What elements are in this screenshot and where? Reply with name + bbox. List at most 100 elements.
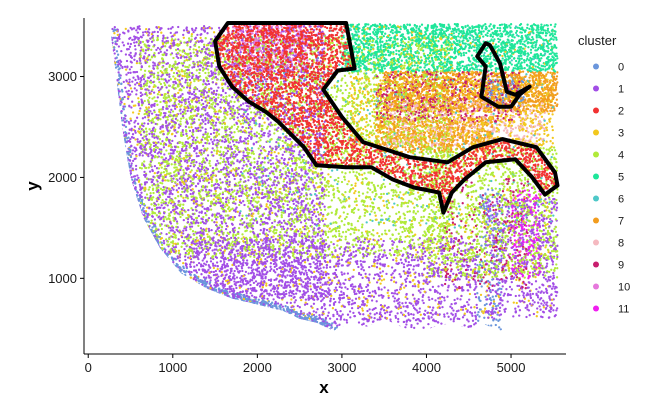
point-cluster-1	[132, 76, 135, 79]
point-cluster-1	[393, 253, 396, 257]
point-cluster-3	[361, 77, 364, 80]
point-cluster-1	[154, 64, 157, 67]
point-cluster-3	[136, 286, 139, 290]
point-cluster-1	[204, 310, 207, 313]
point-cluster-1	[190, 270, 193, 274]
point-cluster-4	[221, 60, 225, 64]
point-cluster-3	[230, 169, 233, 172]
point-cluster-1	[270, 96, 273, 99]
point-cluster-1	[183, 289, 186, 293]
point-cluster-3	[365, 120, 368, 124]
point-cluster-6	[357, 112, 361, 116]
point-cluster-1	[381, 270, 385, 273]
point-cluster-1	[296, 304, 299, 308]
point-cluster-3	[490, 135, 493, 138]
point-cluster-3	[135, 257, 139, 260]
point-cluster-1	[307, 324, 310, 327]
point-cluster-4	[222, 158, 225, 161]
point-cluster-4	[418, 221, 421, 225]
point-cluster-5	[420, 23, 424, 26]
point-cluster-0	[496, 313, 499, 316]
point-cluster-3	[536, 311, 539, 314]
point-cluster-1	[513, 248, 516, 252]
point-cluster-3	[368, 281, 371, 284]
point-cluster-4	[522, 152, 525, 155]
point-cluster-1	[302, 116, 306, 120]
point-cluster-4	[516, 185, 519, 188]
point-cluster-1	[149, 256, 153, 260]
point-cluster-3	[355, 228, 358, 231]
point-cluster-4	[483, 183, 486, 187]
point-cluster-6	[453, 226, 456, 229]
point-cluster-4	[342, 200, 345, 203]
point-cluster-1	[290, 326, 293, 329]
point-cluster-1	[162, 271, 165, 275]
point-cluster-4	[453, 198, 456, 201]
point-cluster-4	[477, 195, 480, 199]
point-cluster-1	[121, 228, 124, 232]
point-cluster-4	[417, 243, 420, 246]
point-cluster-1	[304, 269, 307, 272]
point-cluster-1	[206, 32, 209, 35]
point-cluster-4	[227, 137, 230, 140]
point-cluster-1	[264, 315, 268, 319]
point-cluster-9	[449, 264, 452, 267]
point-cluster-4	[362, 102, 365, 105]
point-cluster-0	[106, 40, 108, 42]
point-cluster-0	[168, 266, 171, 269]
point-cluster-3	[136, 206, 139, 210]
point-cluster-4	[278, 223, 282, 226]
point-cluster-1	[182, 218, 185, 222]
point-cluster-9	[516, 249, 519, 252]
point-cluster-1	[160, 255, 163, 259]
point-cluster-1	[138, 221, 141, 225]
point-cluster-0	[220, 296, 223, 299]
point-cluster-0	[235, 299, 238, 303]
point-cluster-5	[443, 58, 446, 61]
point-cluster-1	[418, 307, 421, 310]
point-cluster-4	[465, 215, 468, 219]
point-cluster-0	[226, 302, 229, 305]
point-cluster-1	[129, 119, 133, 122]
point-cluster-4	[534, 259, 537, 263]
point-cluster-1	[135, 261, 138, 264]
point-cluster-1	[379, 303, 383, 307]
point-cluster-1	[153, 292, 157, 296]
point-cluster-1	[116, 192, 119, 196]
point-cluster-1	[510, 280, 513, 284]
point-cluster-1	[125, 73, 128, 76]
point-cluster-1	[265, 174, 268, 178]
point-cluster-1	[535, 287, 538, 291]
point-cluster-4	[521, 173, 524, 177]
point-cluster-4	[328, 253, 332, 256]
point-cluster-1	[229, 308, 232, 311]
plot-panel	[106, 21, 560, 333]
point-cluster-3	[190, 243, 193, 246]
point-cluster-1	[198, 294, 201, 298]
point-cluster-4	[148, 145, 152, 149]
point-cluster-1	[127, 212, 130, 215]
point-cluster-4	[349, 233, 352, 236]
point-cluster-1	[397, 317, 400, 321]
point-cluster-5	[406, 50, 409, 53]
point-cluster-1	[123, 269, 126, 273]
point-cluster-4	[348, 171, 352, 174]
point-cluster-1	[205, 250, 208, 254]
point-cluster-0	[315, 328, 318, 332]
point-cluster-0	[151, 238, 154, 241]
point-cluster-1	[184, 79, 188, 82]
point-cluster-3	[382, 278, 386, 281]
point-cluster-4	[399, 235, 402, 238]
point-cluster-4	[372, 229, 375, 232]
point-cluster-1	[115, 193, 119, 196]
point-cluster-11	[516, 259, 520, 262]
point-cluster-4	[272, 72, 276, 75]
point-cluster-1	[505, 288, 508, 291]
point-cluster-1	[246, 316, 250, 319]
point-cluster-1	[276, 313, 279, 316]
point-cluster-0	[198, 285, 201, 289]
point-cluster-1	[314, 324, 317, 327]
point-cluster-1	[414, 285, 417, 288]
point-cluster-3	[138, 243, 141, 246]
point-cluster-1	[130, 272, 133, 276]
